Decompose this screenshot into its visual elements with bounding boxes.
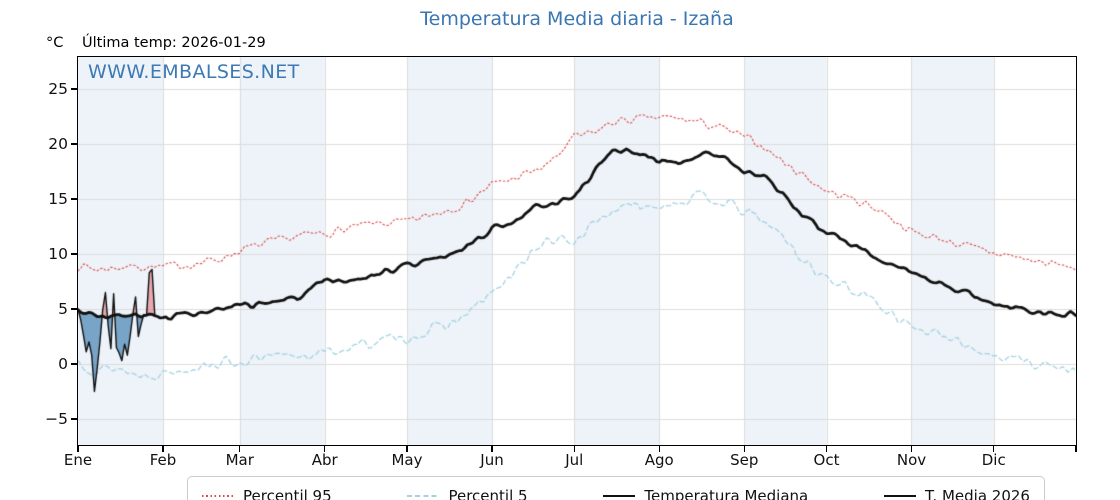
chart-title: Temperatura Media diaria - Izaña bbox=[420, 8, 734, 30]
x-tick-label-jul: Jul bbox=[565, 451, 584, 469]
y-tick-label-10: 10 bbox=[48, 244, 68, 263]
x-tick-mark bbox=[825, 446, 828, 452]
legend-item-percentil-5: Percentil 5 bbox=[407, 487, 528, 500]
y-tick-mark bbox=[71, 418, 78, 420]
legend: Percentil 95 Percentil 5 Temperatura Media… bbox=[187, 476, 1045, 500]
last-temp-label: Última temp: 2026-01-29 bbox=[82, 35, 266, 51]
x-tick-mark bbox=[324, 446, 326, 452]
x-tick-label-jun: Jun bbox=[480, 451, 504, 469]
x-tick-mark bbox=[743, 446, 745, 452]
y-tick-label-5: 5 bbox=[58, 299, 68, 318]
x-tick-mark bbox=[573, 446, 575, 452]
legend-swatch-solid-line bbox=[603, 494, 636, 498]
y-tick-label-20: 20 bbox=[48, 134, 68, 153]
y-tick-label-0: 0 bbox=[58, 354, 68, 373]
watermark: WWW.EMBALSES.NET bbox=[88, 61, 300, 83]
y-tick-mark bbox=[71, 88, 78, 90]
x-tick-mark bbox=[406, 446, 408, 452]
x-tick-label-oct: Oct bbox=[813, 451, 840, 469]
legend-item-temperatura-mediana: Temperatura Mediana bbox=[603, 487, 808, 500]
legend-swatch-dashed-line bbox=[407, 495, 440, 497]
y-tick-mark bbox=[71, 198, 78, 200]
x-tick-mark bbox=[77, 446, 79, 452]
y-tick-label--5: −5 bbox=[45, 409, 68, 428]
y-axis-unit-label: °C bbox=[46, 35, 64, 51]
x-tick-label-dic: Dic bbox=[981, 451, 1006, 469]
y-tick-mark bbox=[71, 143, 78, 145]
x-tick-label-nov: Nov bbox=[896, 451, 927, 469]
legend-swatch-dotted-line bbox=[202, 495, 234, 497]
x-tick-mark bbox=[910, 446, 913, 452]
y-tick-mark bbox=[71, 308, 78, 310]
x-tick-label-abr: Abr bbox=[311, 451, 338, 469]
plot-area: WWW.EMBALSES.NET bbox=[77, 56, 1077, 446]
legend-item-percentil-95: Percentil 95 bbox=[202, 487, 332, 500]
x-tick-label-feb: Feb bbox=[149, 451, 177, 469]
x-tick-mark bbox=[162, 446, 164, 452]
x-tick-label-mar: Mar bbox=[225, 451, 254, 469]
legend-item-t-media-2026: T. Media 2026 bbox=[884, 487, 1030, 500]
legend-label: T. Media 2026 bbox=[925, 487, 1030, 500]
legend-label: Temperatura Mediana bbox=[644, 487, 809, 500]
x-tick-mark bbox=[491, 446, 493, 452]
x-tick-label-ene: Ene bbox=[63, 451, 93, 469]
y-tick-label-25: 25 bbox=[48, 79, 68, 98]
x-tick-label-sep: Sep bbox=[730, 451, 759, 469]
x-tick-mark bbox=[239, 446, 241, 452]
legend-label: Percentil 95 bbox=[243, 487, 332, 500]
x-tick-label-ago: Ago bbox=[644, 451, 674, 469]
x-tick-mark bbox=[658, 446, 660, 452]
x-tick-mark bbox=[1075, 446, 1077, 452]
y-tick-mark bbox=[71, 253, 78, 255]
legend-label: Percentil 5 bbox=[448, 487, 528, 500]
x-tick-mark bbox=[993, 446, 995, 452]
chart-canvas bbox=[78, 57, 1076, 445]
y-tick-label-15: 15 bbox=[48, 189, 68, 208]
legend-swatch-solid-line bbox=[884, 495, 917, 497]
x-tick-label-may: May bbox=[391, 451, 423, 469]
y-tick-mark bbox=[71, 363, 78, 365]
